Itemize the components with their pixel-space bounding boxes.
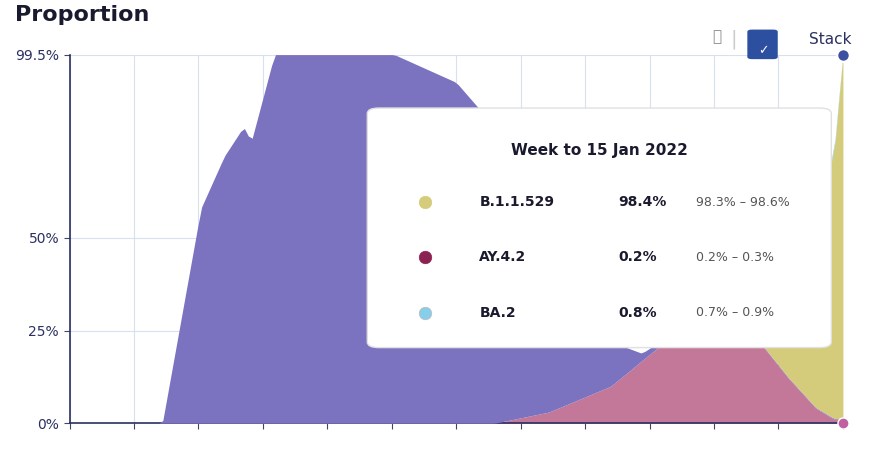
Text: Proportion: Proportion — [16, 5, 149, 25]
Text: 0.8%: 0.8% — [619, 306, 657, 319]
Text: |: | — [731, 30, 738, 49]
Text: ✓: ✓ — [758, 44, 768, 57]
Text: 98.4%: 98.4% — [619, 195, 667, 209]
Text: 0.2%: 0.2% — [619, 250, 657, 264]
Text: 📋: 📋 — [713, 30, 721, 45]
Text: 98.3% – 98.6%: 98.3% – 98.6% — [696, 196, 790, 208]
Text: B.1.1.529: B.1.1.529 — [480, 195, 554, 209]
Text: AY.4.2: AY.4.2 — [480, 250, 527, 264]
Text: Week to 15 Jan 2022: Week to 15 Jan 2022 — [511, 143, 687, 158]
Text: 0.2% – 0.3%: 0.2% – 0.3% — [696, 251, 774, 264]
Text: BA.2: BA.2 — [480, 306, 516, 319]
FancyBboxPatch shape — [368, 108, 832, 348]
Text: 0.7% – 0.9%: 0.7% – 0.9% — [696, 306, 774, 319]
Text: Stack: Stack — [809, 32, 852, 47]
